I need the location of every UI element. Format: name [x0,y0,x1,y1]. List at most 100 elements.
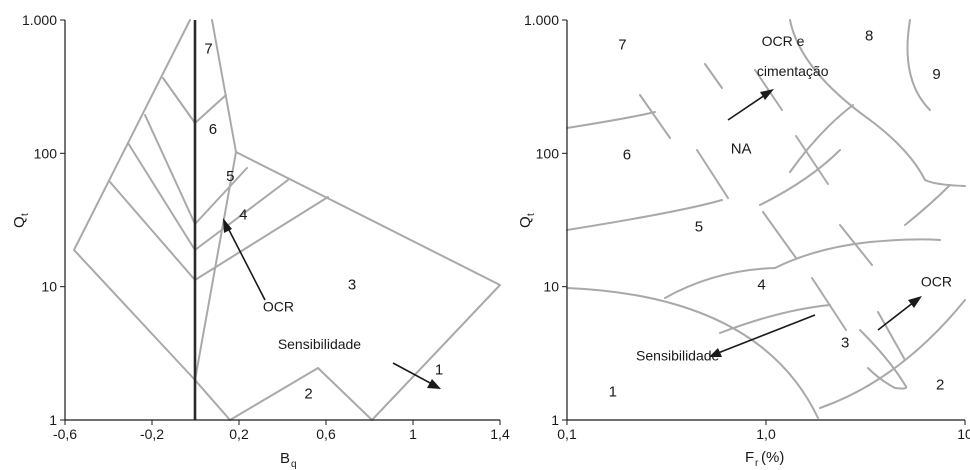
left-x-tick-label: -0,2 [140,426,164,442]
left-y-tick-label: 10 [41,279,57,295]
left-zone-label: 6 [209,121,217,138]
left-zone-label: 3 [348,277,356,294]
left-sens-arrowhead [427,379,441,389]
right-ocr-annotation: OCR [877,274,952,331]
right-ocr-e-label: OCR e [762,33,805,49]
left-ocr-arrowhead [223,218,232,233]
right-zone-5-6-line-ext [759,149,841,206]
right-sens-arrowhead [709,348,722,357]
right-na-dash-5 [754,69,783,111]
left-zone-labels: 1 2 3 4 5 6 7 [204,41,443,403]
right-zone-6-line-ext [789,104,854,173]
right-na-dash-2 [696,149,729,199]
right-ocr-cim-arrowhead [760,89,774,100]
right-ocr-arrow-line [877,301,915,331]
right-zone-label: 5 [695,218,703,235]
right-na-dash-6 [795,135,829,185]
right-x-label-suffix: (%) [761,449,784,466]
right-zone-label: 7 [618,37,626,54]
left-x-tick-label: 1 [409,426,417,442]
right-x-tick-label: 10 [957,426,970,442]
right-y-label-main: Q [517,216,534,228]
right-cimentacao-label: cimentação [757,63,829,79]
left-zone-label: 4 [239,206,247,223]
right-zone-labels: 1 2 3 4 5 6 7 8 9 NA [609,28,945,401]
left-fan-line-1 [144,114,196,225]
left-x-label-sub: q [291,459,297,470]
right-x-tick-label: 0,1 [557,426,577,442]
right-chart: 0,1 1,0 10 1 10 100 1.000 F r (%) Q t 1 2 3 4 5 6 7 8… [517,12,970,469]
left-fan-line-3 [109,181,196,281]
right-sensibilidade-label: Sensibilidade [636,347,719,363]
right-sens-arrow-line [717,314,816,354]
left-x-tick-label: 0,2 [229,426,249,442]
right-y-label-sub: t [526,213,537,216]
right-zone-label: 3 [841,334,849,351]
right-na-dash-1 [639,94,671,139]
left-zone-label: 5 [226,168,234,185]
right-zone-label: 4 [757,277,765,294]
right-y-tick-label: 10 [543,279,559,295]
left-y-tick-label: 100 [34,145,58,161]
right-zone-9-inner [904,184,951,226]
left-outer-left-boundary [73,19,231,421]
right-x-label-main: F [745,449,754,466]
left-zone-label: 7 [204,41,212,58]
right-zone-5-6-line [566,199,723,231]
right-zone-4-5-line-ext [774,238,941,269]
left-zone-7-left-line [162,77,196,124]
right-zone-3-inner-line [719,304,831,334]
left-y-tick-label: 1 [49,412,57,428]
left-ticks: -0,6 -0,2 0,2 0,6 1 1,4 1 10 100 1.000 [22,12,510,442]
right-ocr-cim-annotation: OCR e cimentação [727,33,829,121]
right-zone-6-7-line [566,111,656,129]
right-x-label-sub: r [755,458,759,469]
left-boundaries [73,19,501,421]
right-x-axis-label: F r (%) [745,449,784,469]
right-ticks: 0,1 1,0 10 1 10 100 1.000 [524,12,970,442]
right-na-dash-4 [811,277,847,331]
left-sens-arrow-line [392,362,433,385]
left-x-label-main: B [280,450,290,467]
left-ocr-arrow-line [227,227,266,301]
right-y-tick-label: 1 [551,412,559,428]
right-zone-label: 6 [623,146,631,163]
left-y-tick-label: 1.000 [22,12,57,28]
right-sensibilidade-annotation: Sensibilidade [636,314,816,363]
right-zone-8-left-boundary [789,19,966,187]
right-zone-1-boundary [566,287,819,419]
right-zone-2-3-loop [859,329,908,390]
right-ocr-label: OCR [921,274,952,290]
right-zone-label: 1 [609,384,617,401]
left-ocr-label: OCR [263,299,294,315]
left-zone-3-boundary [194,151,237,381]
right-zone-2-boundary [819,299,966,409]
left-outer-right-boundary [211,19,501,421]
left-zone-3-4-line [194,196,329,281]
left-x-tick-label: -0,6 [53,426,77,442]
left-sensibilidade-label: Sensibilidade [278,336,361,352]
left-y-axis-label: Q t [11,213,31,228]
left-sensibilidade-annotation: Sensibilidade [278,336,441,389]
left-y-label-main: Q [11,216,28,228]
right-zone-label: 9 [932,66,940,83]
right-zone-4-5-line [664,267,776,299]
right-ocr-cim-arrow-line [727,94,766,121]
left-zone-label: 1 [435,361,443,378]
left-zone-4-5-line [194,179,289,251]
right-na-dash-9 [704,63,723,89]
right-y-axis-label: Q t [517,213,537,228]
right-zone-label: 8 [865,28,873,45]
left-x-tick-label: 0,6 [316,426,336,442]
left-x-axis-label: B q [280,450,297,470]
right-na-dash-8 [877,311,906,361]
right-na-dash-7 [839,224,873,266]
right-y-tick-label: 100 [536,145,560,161]
left-ocr-annotation: OCR [223,218,294,315]
left-zone-label: 2 [304,385,312,402]
right-x-tick-label: 1,0 [756,426,776,442]
right-boundaries [566,19,966,419]
left-zone-5-6-line [194,167,248,225]
left-axes-frame [64,20,500,421]
